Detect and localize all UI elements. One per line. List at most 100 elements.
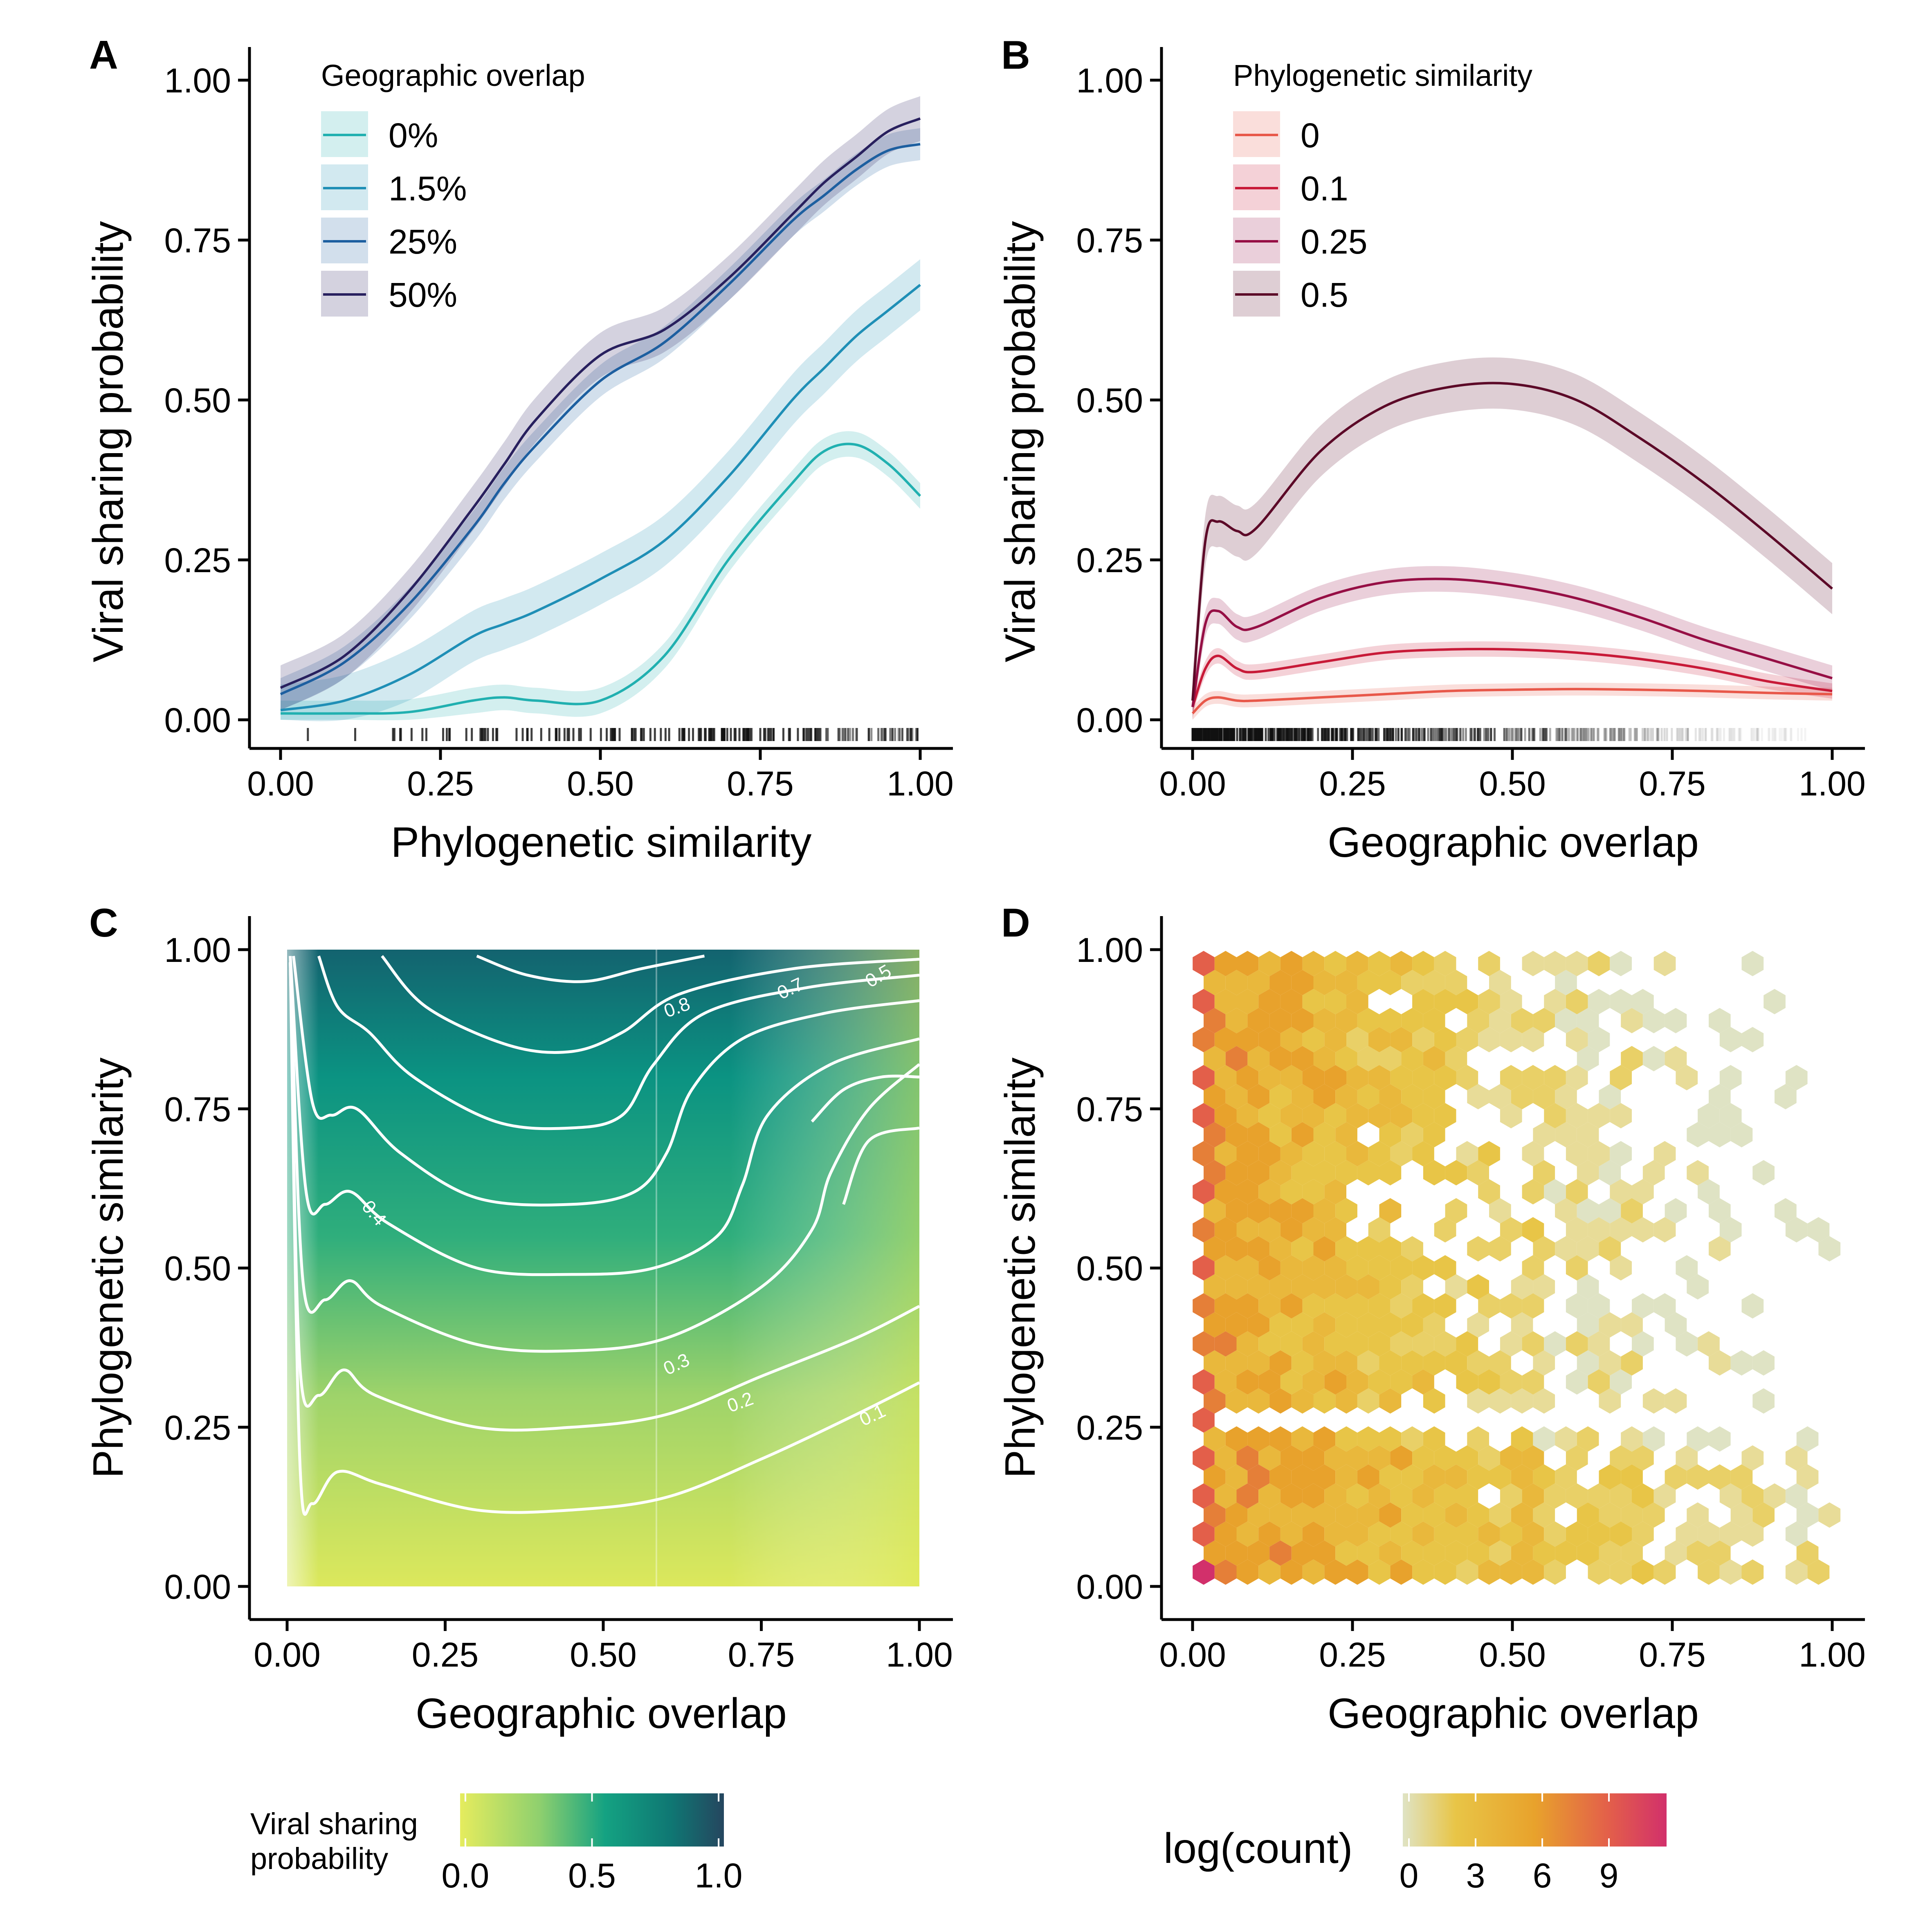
- hex-bin: [1291, 1084, 1314, 1110]
- hex-bin: [1566, 1065, 1588, 1090]
- hex-bin: [1687, 1464, 1709, 1490]
- hex-bin: [1423, 1540, 1445, 1566]
- hex-bin: [1467, 1388, 1489, 1414]
- hex-bin: [1653, 951, 1676, 976]
- hex-bin: [1709, 1426, 1731, 1452]
- hex-bin: [1214, 989, 1237, 1014]
- hex-bin: [1456, 1331, 1478, 1357]
- hex-bin: [1478, 1179, 1500, 1204]
- hex-bin: [1434, 1255, 1456, 1281]
- contour-lines: [289, 955, 921, 1516]
- hex-bin: [1456, 1445, 1478, 1471]
- hex-bin: [1544, 1065, 1566, 1090]
- hex-bin: [1610, 989, 1632, 1014]
- hex-bin: [1379, 1122, 1402, 1148]
- hex-bin: [1555, 1236, 1577, 1262]
- hex-bin: [1247, 1122, 1270, 1148]
- hex-bin: [1357, 1236, 1379, 1262]
- hex-bin: [1632, 989, 1654, 1014]
- hex-bin: [1280, 989, 1303, 1014]
- hex-bin: [1555, 1008, 1577, 1033]
- hex-bin: [1599, 1198, 1621, 1224]
- hex-bin: [1401, 1046, 1423, 1072]
- contour-line-3: [289, 956, 921, 1353]
- hex-bin: [1280, 1331, 1303, 1357]
- legend: Geographic overlap 0% 1.5% 25% 50%: [321, 58, 585, 317]
- hex-bin: [1214, 1559, 1237, 1585]
- hex-bin: [1544, 1103, 1566, 1128]
- colorbar-tick-label: 0: [1400, 1856, 1419, 1895]
- hex-bin: [1236, 1179, 1259, 1204]
- hex-bin: [1335, 1426, 1357, 1452]
- hex-bin: [1522, 1559, 1544, 1585]
- hex-bin: [1258, 1369, 1281, 1395]
- hex-bin: [1610, 1483, 1632, 1509]
- panel-label-a: A: [89, 32, 118, 77]
- hex-bin: [1225, 1160, 1248, 1186]
- hex-bin: [1500, 1331, 1522, 1357]
- x-tick-label: 0.50: [1479, 764, 1546, 803]
- hex-bin: [1665, 1388, 1687, 1414]
- colorbar-title-line-2: probability: [250, 1842, 388, 1876]
- hex-bin: [1577, 1540, 1599, 1566]
- y-axis-ticks: 0.00 0.25 0.50 0.75 1.00: [1076, 931, 1161, 1606]
- hex-bin: [1225, 1540, 1248, 1566]
- hex-bin: [1533, 1464, 1555, 1490]
- hex-bin: [1236, 1255, 1259, 1281]
- hex-bin: [1302, 1521, 1325, 1547]
- hex-bin: [1412, 1255, 1434, 1281]
- hex-bin: [1730, 1122, 1753, 1148]
- rug-marks: [1191, 728, 1806, 741]
- hex-bin: [1324, 1521, 1346, 1547]
- hex-bin: [1291, 1236, 1314, 1262]
- hex-bin: [1621, 1046, 1643, 1072]
- hex-bin: [1335, 1122, 1357, 1148]
- hex-bin: [1785, 1521, 1808, 1547]
- hex-bin: [1412, 1331, 1434, 1357]
- hex-bin: [1313, 1464, 1336, 1490]
- colorbar-ticks: 0.0 0.5 1.0: [442, 1793, 742, 1895]
- hex-bin: [1368, 1065, 1391, 1090]
- hex-bin: [1346, 1483, 1368, 1509]
- hex-bin: [1258, 1103, 1281, 1128]
- hex-bin: [1434, 1027, 1456, 1052]
- hex-bin: [1610, 1141, 1632, 1166]
- hex-bin: [1401, 1008, 1423, 1033]
- y-tick-label: 0.50: [1076, 1249, 1143, 1288]
- hex-bin: [1379, 1388, 1402, 1414]
- colorbar-title-line-1: Viral sharing: [250, 1807, 418, 1841]
- x-axis-ticks: 0.00 0.25 0.50 0.75 1.00: [254, 1620, 953, 1674]
- hex-bin: [1269, 1388, 1292, 1414]
- hex-bin: [1478, 1027, 1500, 1052]
- hex-bin: [1445, 1350, 1467, 1376]
- hex-bin: [1204, 1350, 1226, 1376]
- hex-bin: [1796, 1426, 1819, 1452]
- hex-bin: [1280, 1027, 1303, 1052]
- hex-bin: [1467, 1350, 1489, 1376]
- legend-label: 0.5: [1301, 276, 1348, 314]
- hex-bin: [1379, 1198, 1402, 1224]
- hex-bin: [1390, 1141, 1413, 1166]
- hex-bin: [1785, 1217, 1808, 1242]
- hex-bin: [1467, 1008, 1489, 1033]
- hex-bin: [1653, 1217, 1676, 1242]
- hex-bin: [1642, 1502, 1665, 1528]
- hex-bin: [1445, 1274, 1467, 1300]
- hex-bin: [1511, 1008, 1533, 1033]
- hex-bin: [1357, 1274, 1379, 1300]
- hex-bin: [1642, 1046, 1665, 1072]
- hex-bin: [1719, 1103, 1742, 1128]
- hex-bin: [1764, 1483, 1786, 1509]
- hex-bin: [1533, 1122, 1555, 1148]
- confidence-band-1: [1193, 683, 1832, 720]
- hex-bin: [1489, 1502, 1511, 1528]
- hex-bin: [1676, 1065, 1698, 1090]
- hex-bin: [1698, 1103, 1720, 1128]
- hex-bin: [1313, 1122, 1336, 1148]
- hex-bin: [1269, 1312, 1292, 1338]
- hex-bin: [1225, 1502, 1248, 1528]
- hex-bin: [1346, 1369, 1368, 1395]
- hex-bin: [1566, 1445, 1588, 1471]
- hex-bin: [1225, 1274, 1248, 1300]
- y-axis-ticks: 0.00 0.25 0.50 0.75 1.00: [164, 61, 249, 739]
